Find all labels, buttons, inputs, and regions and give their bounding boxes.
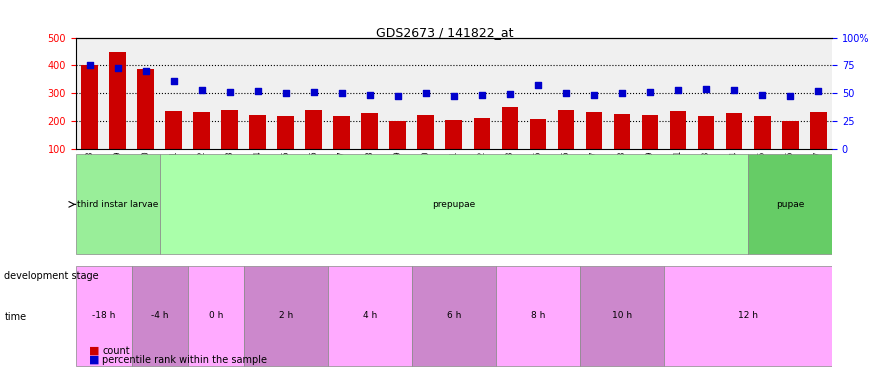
Text: development stage: development stage xyxy=(4,271,99,280)
Text: 6 h: 6 h xyxy=(447,311,461,320)
Bar xyxy=(249,115,266,177)
Text: 4 h: 4 h xyxy=(363,311,377,320)
Point xyxy=(419,90,433,96)
Point xyxy=(615,90,629,96)
FancyBboxPatch shape xyxy=(76,154,159,255)
Bar xyxy=(361,113,378,177)
FancyBboxPatch shape xyxy=(244,266,328,366)
Bar xyxy=(725,113,742,177)
Text: 8 h: 8 h xyxy=(530,311,546,320)
Text: 2 h: 2 h xyxy=(279,311,293,320)
Text: 0 h: 0 h xyxy=(208,311,222,320)
Bar xyxy=(222,110,239,177)
Point xyxy=(83,62,97,68)
Bar xyxy=(810,112,827,177)
FancyBboxPatch shape xyxy=(580,266,664,366)
Text: ■: ■ xyxy=(89,346,100,355)
Bar xyxy=(166,111,182,177)
Bar xyxy=(586,112,603,177)
Text: ■: ■ xyxy=(89,355,100,365)
Point xyxy=(727,87,741,93)
Point xyxy=(279,90,293,96)
Point xyxy=(643,89,657,95)
FancyBboxPatch shape xyxy=(188,266,244,366)
Point xyxy=(363,92,377,98)
Point xyxy=(530,82,545,88)
FancyBboxPatch shape xyxy=(132,266,188,366)
Text: 10 h: 10 h xyxy=(612,311,632,320)
Bar xyxy=(193,112,210,177)
Point xyxy=(251,88,265,94)
Point xyxy=(755,92,769,98)
Bar xyxy=(781,121,798,177)
Bar xyxy=(390,121,406,177)
Text: pupae: pupae xyxy=(776,200,805,209)
Bar xyxy=(334,116,351,177)
Point xyxy=(391,93,405,99)
Text: 12 h: 12 h xyxy=(738,311,758,320)
Text: time: time xyxy=(4,312,27,322)
Bar xyxy=(109,52,126,177)
Text: prepupae: prepupae xyxy=(433,200,475,209)
Bar xyxy=(613,114,630,177)
Point xyxy=(559,90,573,96)
Text: percentile rank within the sample: percentile rank within the sample xyxy=(102,355,267,365)
Bar xyxy=(473,118,490,177)
Point xyxy=(671,87,685,93)
Point xyxy=(474,92,489,98)
Point xyxy=(195,87,209,93)
Point xyxy=(587,92,601,98)
Bar xyxy=(446,120,462,177)
Point xyxy=(110,64,125,70)
Point xyxy=(222,89,237,95)
Bar xyxy=(669,111,686,177)
FancyBboxPatch shape xyxy=(664,266,832,366)
Point xyxy=(166,78,181,84)
FancyBboxPatch shape xyxy=(159,154,748,255)
Point xyxy=(335,90,349,96)
Text: count: count xyxy=(102,346,130,355)
Text: GDS2673 / 141822_at: GDS2673 / 141822_at xyxy=(376,26,514,39)
Point xyxy=(783,93,797,99)
Point xyxy=(699,86,713,92)
Point xyxy=(307,89,321,95)
Bar xyxy=(530,119,546,177)
Bar xyxy=(502,107,518,177)
FancyBboxPatch shape xyxy=(412,266,496,366)
Bar xyxy=(698,116,715,177)
Bar xyxy=(754,116,771,177)
Bar xyxy=(81,65,98,177)
FancyBboxPatch shape xyxy=(328,266,412,366)
Point xyxy=(503,91,517,97)
Point xyxy=(447,93,461,99)
Text: -18 h: -18 h xyxy=(92,311,116,320)
Bar xyxy=(137,69,154,177)
Text: -4 h: -4 h xyxy=(151,311,168,320)
FancyBboxPatch shape xyxy=(496,266,580,366)
Bar xyxy=(305,110,322,177)
FancyBboxPatch shape xyxy=(76,266,132,366)
Point xyxy=(139,68,153,74)
Point xyxy=(811,88,825,94)
Bar xyxy=(278,117,295,177)
Bar xyxy=(417,115,434,177)
Text: third instar larvae: third instar larvae xyxy=(77,200,158,209)
FancyBboxPatch shape xyxy=(748,154,832,255)
Bar xyxy=(642,115,659,177)
Bar xyxy=(557,110,574,177)
